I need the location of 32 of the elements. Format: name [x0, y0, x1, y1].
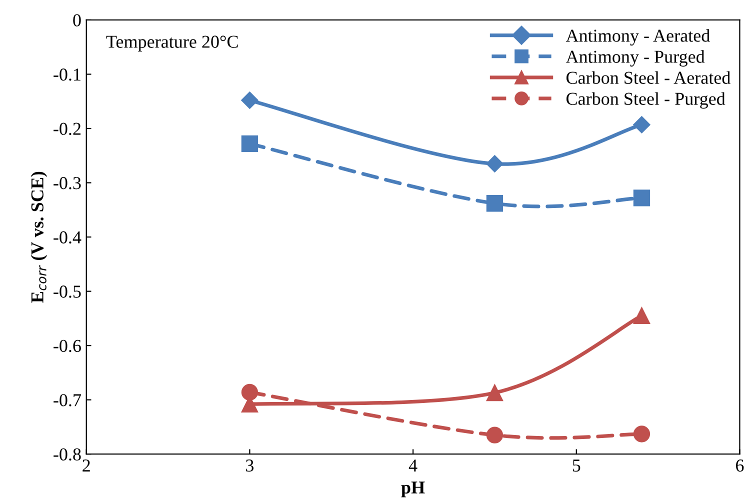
- y-tick-label: -0.3: [54, 177, 81, 190]
- y-tick-label: -0.7: [54, 394, 81, 406]
- x-tick-label: 2: [82, 460, 90, 472]
- y-axis-title: E$_{corr}$ (V vs. SCE): [30, 172, 48, 303]
- y-tick-label: -0.6: [54, 340, 81, 352]
- x-tick-label: 3: [246, 460, 254, 472]
- point: [486, 155, 504, 172]
- y-tick-label: -0.4: [54, 231, 82, 244]
- point: [241, 135, 258, 152]
- legend-label: Carbon Steel - Purged: [566, 92, 726, 109]
- legend-label: Carbon Steel - Aerated: [566, 71, 730, 84]
- point: [486, 384, 504, 402]
- point: [633, 116, 650, 134]
- point: [633, 190, 650, 206]
- legend-label: Antimony - Purged: [566, 50, 705, 67]
- point: [486, 195, 504, 212]
- point: [633, 307, 650, 324]
- y-tick-label: 0: [73, 14, 81, 26]
- legend-label: Antimony - Aerated: [566, 29, 710, 46]
- point: [241, 384, 258, 401]
- x-axis-title: pH: [401, 482, 425, 498]
- x-tick-label: 6: [736, 460, 744, 472]
- y-tick-label: -0.2: [54, 122, 81, 136]
- annotation: Temperature 20°C: [106, 36, 238, 52]
- point: [633, 426, 650, 442]
- point: [241, 92, 258, 109]
- x-tick-label: 5: [572, 460, 580, 472]
- y-tick-label: -0.8: [54, 448, 81, 461]
- y-tick-label: -0.5: [54, 286, 81, 298]
- y-tick-label: -0.1: [54, 68, 80, 81]
- x-tick-label: 4: [408, 460, 418, 472]
- point: [486, 426, 504, 444]
